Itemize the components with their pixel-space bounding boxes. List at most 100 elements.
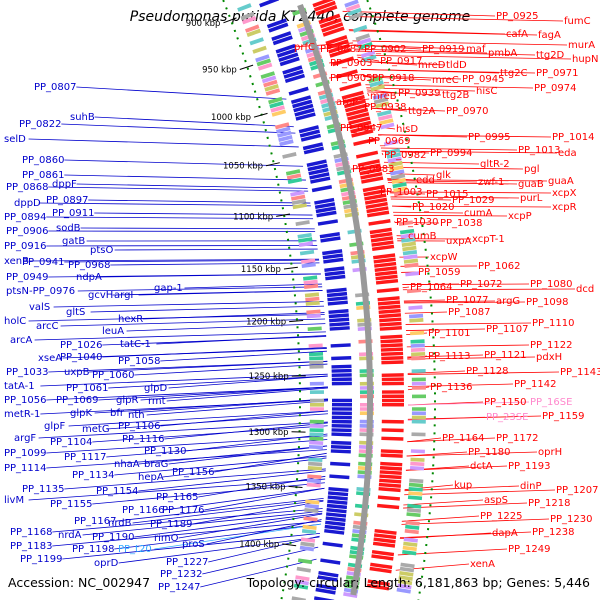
- forward-gene-label: glk: [436, 170, 451, 181]
- forward-gene-label: PP_0905: [330, 73, 373, 84]
- leader-line: [46, 216, 314, 220]
- forward-gene: [344, 103, 368, 113]
- reverse-gene: [330, 343, 351, 348]
- cog-block: [369, 80, 384, 88]
- forward-gene-label: PP_0970: [446, 106, 489, 117]
- cog-block: [411, 369, 426, 373]
- cog-block: [403, 254, 418, 260]
- forward-gene: [377, 495, 401, 501]
- cog-block: [303, 516, 318, 522]
- cog-block: [303, 283, 319, 289]
- cog-block: [358, 41, 373, 50]
- reverse-gene-label: PP_1060: [92, 370, 135, 381]
- reverse-gene-label: braG: [144, 459, 168, 470]
- cog-block: [403, 537, 418, 543]
- forward-gene: [363, 189, 386, 197]
- reverse-gene: [322, 253, 343, 260]
- forward-gene: [370, 236, 394, 243]
- leader-line: [407, 371, 560, 375]
- forward-gene-label: PP_1113: [428, 351, 471, 362]
- cog-block: [285, 169, 301, 176]
- reverse-gene-label: gatB: [62, 236, 85, 247]
- cog-block: [305, 300, 320, 306]
- leader-line: [92, 482, 325, 505]
- cog-block: [293, 583, 309, 590]
- forward-gene: [375, 278, 399, 285]
- reverse-gene: [316, 583, 337, 591]
- forward-gene-label: PP_1110: [532, 318, 575, 329]
- leader-line: [204, 487, 325, 511]
- cog-block: [370, 84, 385, 92]
- forward-gene: [381, 398, 404, 403]
- cog-block: [308, 351, 324, 357]
- reverse-gene: [330, 449, 351, 454]
- cog-block: [300, 537, 316, 543]
- leader-line: [94, 212, 313, 216]
- forward-gene-label: kup: [454, 480, 472, 491]
- forward-gene-label: PP_1150: [484, 397, 527, 408]
- forward-gene: [365, 201, 388, 209]
- forward-gene-label: ttg2A: [408, 106, 436, 117]
- reverse-gene-label: PP_0861: [22, 170, 65, 181]
- reverse-gene: [326, 287, 347, 293]
- cog-block: [407, 495, 423, 501]
- cog-block: [290, 194, 306, 201]
- cog-block: [397, 583, 412, 590]
- cog-block: [240, 11, 255, 21]
- tick-label: 900 kbp: [186, 19, 221, 29]
- forward-gene: [377, 296, 400, 302]
- cog-block: [403, 258, 419, 264]
- cog-block: [309, 356, 324, 361]
- reverse-gene: [331, 403, 352, 407]
- forward-gene-label: PP_0919: [422, 44, 465, 55]
- leader-line: [68, 410, 328, 427]
- leader-line: [407, 401, 530, 406]
- leader-line: [110, 262, 320, 266]
- cog-block: [306, 478, 322, 484]
- reverse-gene-label: PP_1190: [92, 532, 135, 543]
- gene-labels: PP_0807 PP_0822 suhB selD PP_0860 PP_0861dppF…: [4, 11, 600, 593]
- forward-gene: [367, 579, 390, 587]
- forward-gene-label: dinP: [520, 481, 542, 492]
- cog-block: [389, 165, 404, 172]
- forward-gene-label: mreD: [418, 60, 446, 71]
- reverse-gene: [313, 596, 335, 600]
- cog-block: [388, 160, 403, 168]
- leader-line: [384, 166, 524, 170]
- reverse-gene-label: glpR: [116, 395, 138, 406]
- leader-line: [88, 199, 311, 204]
- forward-gene: [342, 94, 365, 104]
- forward-gene-label: PP_0945: [462, 74, 505, 85]
- reverse-gene: [325, 516, 346, 522]
- leader-line: [202, 546, 319, 575]
- cog-block: [306, 313, 321, 319]
- reverse-gene-label: gap-1: [154, 283, 183, 294]
- forward-gene: [366, 206, 389, 214]
- leader-line: [62, 532, 320, 560]
- cog-block: [399, 571, 414, 577]
- cog-block: [271, 109, 287, 117]
- reverse-gene-label: hepA: [138, 472, 164, 483]
- forward-gene-label: PP_1101: [428, 328, 471, 339]
- reverse-gene: [331, 428, 352, 433]
- forward-gene-label: PP_1218: [528, 498, 571, 509]
- forward-gene: [377, 503, 400, 510]
- cog-block: [409, 478, 424, 484]
- cog-block: [255, 54, 270, 63]
- leader-line: [34, 331, 326, 341]
- reverse-gene: [331, 381, 352, 386]
- reverse-gene: [326, 503, 348, 510]
- cog-block: [372, 92, 388, 100]
- forward-gene-label: PP_0995: [468, 132, 511, 143]
- reverse-gene: [316, 210, 337, 218]
- forward-gene: [380, 334, 403, 340]
- forward-gene: [358, 163, 381, 172]
- forward-gene-label: PP_0902: [364, 44, 407, 55]
- forward-gene: [374, 529, 397, 535]
- reverse-gene: [327, 495, 348, 501]
- leader-line: [206, 519, 322, 545]
- leader-line: [349, 30, 538, 36]
- reverse-gene-label: PP_1135: [22, 484, 65, 495]
- forward-gene-label: PP_1193: [508, 461, 551, 472]
